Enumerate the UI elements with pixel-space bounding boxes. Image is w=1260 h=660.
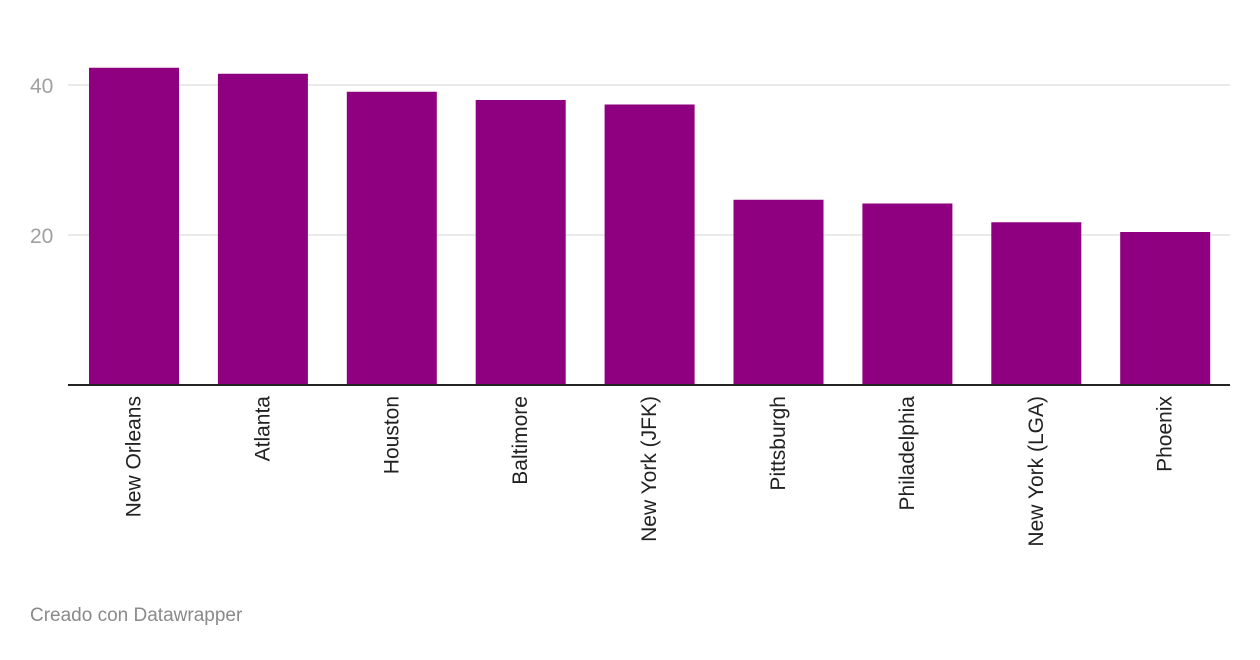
- bar-new-orleans: [89, 67, 179, 385]
- bar-houston: [346, 91, 437, 385]
- x-category-label: New Orleans: [123, 396, 146, 517]
- x-category-labels: New Orleans Atlanta Houston Baltimore New Yo…: [123, 396, 1177, 547]
- bar-layer: [89, 67, 1211, 385]
- x-category-label: Phoenix: [1154, 396, 1177, 472]
- bar-new-york-jfk: [604, 104, 695, 385]
- y-tick-label: 40: [30, 75, 53, 98]
- bar-atlanta: [217, 73, 308, 385]
- x-category-label: Houston: [380, 396, 403, 474]
- x-category-label: New York (LGA): [1025, 396, 1048, 547]
- bar-pittsburgh: [733, 199, 824, 385]
- bar-baltimore: [475, 100, 566, 385]
- bar-philadelphia: [862, 203, 953, 385]
- credit-text: Creado con Datawrapper: [30, 605, 243, 626]
- x-category-label: Philadelphia: [896, 396, 919, 511]
- x-category-label: Atlanta: [251, 396, 274, 462]
- bar-phoenix: [1120, 232, 1211, 385]
- x-category-label: Baltimore: [509, 396, 532, 485]
- x-category-label: New York (JFK): [638, 396, 661, 542]
- y-tick-label: 20: [30, 225, 53, 248]
- chart-area: 20 40 New Orleans Atlanta Houston Baltimore N…: [30, 67, 1230, 547]
- x-category-label: Pittsburgh: [767, 396, 790, 491]
- bar-new-york-lga: [991, 222, 1082, 385]
